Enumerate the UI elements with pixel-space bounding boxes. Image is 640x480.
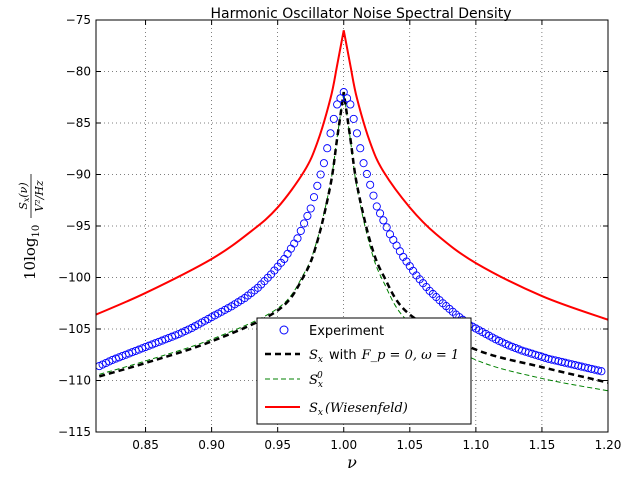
experiment-point bbox=[376, 209, 385, 218]
experiment-point bbox=[382, 223, 391, 232]
experiment-point bbox=[597, 367, 606, 376]
experiment-point bbox=[296, 226, 305, 235]
y-tick-label: −100 bbox=[58, 271, 91, 285]
experiment-point bbox=[300, 219, 309, 228]
experiment-point bbox=[316, 170, 325, 179]
x-tick-label: 1.20 bbox=[595, 438, 622, 452]
y-tick-label: −85 bbox=[66, 116, 91, 130]
experiment-point bbox=[319, 159, 328, 168]
x-axis-label: ν bbox=[347, 453, 357, 472]
experiment-point bbox=[306, 204, 315, 213]
y-tick-label: −115 bbox=[58, 425, 91, 439]
experiment-point bbox=[333, 100, 342, 109]
experiment-point bbox=[342, 94, 352, 103]
experiment-point bbox=[359, 159, 368, 168]
experiment-point bbox=[336, 94, 345, 103]
legend: Experiment Sx with F_p = 0, ω = 1 Sx0 Sx (W… bbox=[256, 317, 472, 425]
y-label-numerator: Sx(ν) bbox=[17, 182, 31, 209]
x-tick-label: 0.90 bbox=[198, 438, 225, 452]
y-tick-label: −90 bbox=[66, 168, 91, 182]
x-tick-label: 1.10 bbox=[463, 438, 490, 452]
y-label-sub: 10 bbox=[31, 225, 42, 238]
experiment-point bbox=[313, 181, 322, 190]
x-tick-label: 1.15 bbox=[529, 438, 556, 452]
experiment-point bbox=[352, 129, 362, 138]
x-tick-label: 0.95 bbox=[264, 438, 291, 452]
legend-marker-experiment bbox=[279, 325, 289, 335]
experiment-point bbox=[366, 180, 375, 189]
y-tick-label: −110 bbox=[58, 374, 91, 388]
experiment-point bbox=[323, 144, 332, 153]
y-label-prefix: 10log10 bbox=[21, 225, 42, 280]
legend-label-sx0: Sx0 bbox=[309, 371, 323, 390]
y-tick-label: −95 bbox=[66, 219, 91, 233]
x-tick-label: 0.85 bbox=[132, 438, 159, 452]
legend-label-sx-wiesenfeld: Sx (Wiesenfeld) bbox=[309, 401, 408, 418]
legend-label-sx-fp0: Sx with F_p = 0, ω = 1 bbox=[309, 348, 459, 365]
y-tick-label: −105 bbox=[58, 322, 91, 336]
experiment-point bbox=[372, 202, 381, 211]
x-tick-label: 1.00 bbox=[330, 438, 357, 452]
experiment-point bbox=[303, 211, 312, 221]
experiment-point bbox=[349, 114, 358, 123]
x-tick-label: 1.05 bbox=[396, 438, 423, 452]
experiment-point bbox=[329, 114, 338, 123]
experiment-point bbox=[309, 193, 319, 202]
legend-label-experiment: Experiment bbox=[309, 324, 384, 339]
experiment-point bbox=[379, 216, 388, 225]
series-line-sx-wiesenfeld bbox=[96, 30, 608, 321]
experiment-point bbox=[339, 88, 348, 97]
experiment-point bbox=[326, 129, 335, 138]
y-axis-label: 10log10 Sx(ν) V²/Hz bbox=[17, 174, 46, 280]
chart-title: Harmonic Oscillator Noise Spectral Densi… bbox=[210, 6, 511, 22]
experiment-point bbox=[346, 100, 355, 109]
experiment-point bbox=[594, 366, 603, 375]
ticks: 0.85 0.90 0.95 1.00 1.05 1.10 1.15 1.20 −115 −110… bbox=[58, 13, 621, 452]
y-label-denominator: V²/Hz bbox=[33, 180, 46, 212]
experiment-point bbox=[293, 234, 302, 243]
y-tick-label: −80 bbox=[66, 65, 91, 79]
experiment-point bbox=[362, 169, 371, 179]
y-tick-label: −75 bbox=[66, 13, 91, 27]
experiment-point bbox=[356, 144, 365, 153]
experiment-point bbox=[369, 191, 378, 200]
y-label-num-sub: x bbox=[22, 197, 31, 202]
